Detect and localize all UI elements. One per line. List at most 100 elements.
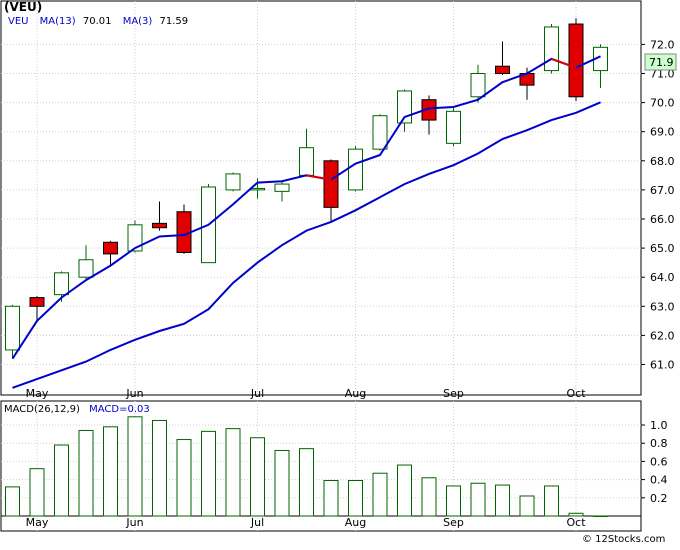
price-panel-frame [0, 0, 642, 396]
price-y-tick-label: 66.0 [650, 213, 675, 226]
candle-body [225, 173, 241, 191]
macd-bar [495, 484, 510, 517]
macd-bar [250, 437, 265, 517]
macd-y-tick-label: 0.8 [650, 437, 668, 450]
candle-body [348, 148, 363, 191]
macd-bar [5, 486, 20, 517]
macd-x-tick-label: Sep [443, 516, 464, 529]
price-y-tick-label: 61.0 [650, 359, 675, 372]
candle-body [470, 73, 486, 98]
macd-y-tick-label: 1.0 [650, 419, 668, 432]
legend-ma13-value: 70.01 [83, 16, 112, 27]
legend-symbol: VEU [8, 16, 28, 27]
last-price-badge-box [644, 53, 677, 71]
candle-body [299, 147, 314, 176]
price-x-tick-label: May [26, 387, 49, 400]
macd-x-tick-label: May [26, 516, 49, 529]
macd-bar [348, 480, 363, 517]
macd-bar [544, 485, 559, 517]
macd-label: MACD(26,12,9) [4, 404, 80, 415]
last-price-value: 71.9 [649, 56, 674, 69]
candle-body [152, 222, 167, 229]
macd-x-tick-label: Jun [125, 516, 143, 529]
price-x-axis: May Jun Jul Aug Sep Oct [26, 387, 587, 400]
macd-bar [103, 426, 118, 517]
price-y-tick-label: 69.0 [650, 126, 675, 139]
ma3-down-segment [306, 174, 332, 181]
candle-body [274, 183, 290, 192]
chart-title: (VEU) [4, 0, 42, 14]
price-y-tick-label: 62.0 [650, 329, 675, 342]
macd-bar [397, 464, 412, 517]
price-x-tick-label: Jun [125, 387, 143, 400]
candle-body [29, 297, 45, 307]
macd-bar [201, 430, 216, 517]
macd-bar [372, 472, 388, 517]
price-y-tick-label: 65.0 [650, 242, 675, 255]
price-y-axis: 61.0 62.0 63.0 64.0 65.0 66.0 67.0 68.0 69.0 70.0… [641, 38, 675, 372]
ma3-down-segment [551, 58, 577, 69]
price-y-tick-label: 71.0 [650, 68, 675, 81]
last-price-badge: 71.9 [644, 53, 677, 71]
moving-average-lines [11, 55, 601, 389]
macd-bar [152, 419, 167, 517]
ma13-line [12, 101, 601, 389]
price-legend: VEU MA(13) 70.01 MA(3) 71.59 [8, 16, 188, 27]
price-y-tick-label: 70.0 [650, 97, 675, 110]
candle-body [250, 187, 265, 191]
candle-body [54, 272, 69, 296]
macd-bar [274, 449, 290, 517]
macd-y-tick-label: 0.4 [650, 474, 668, 487]
macd-bar [29, 468, 45, 517]
macd-bar [470, 482, 486, 517]
price-x-tick-label: Oct [567, 387, 587, 400]
macd-bar [299, 448, 314, 517]
candle-body [372, 115, 388, 150]
macd-y-axis: 0.2 0.4 0.6 0.8 1.0 [641, 419, 668, 505]
macd-bar [225, 428, 241, 517]
macd-bar [568, 512, 584, 517]
price-x-tick-label: Sep [443, 387, 464, 400]
legend-ma3-label: MA(3) [123, 16, 153, 27]
candle-body [78, 259, 94, 278]
candle-body [495, 65, 510, 74]
price-y-tick-label: 72.0 [650, 38, 675, 51]
candle-body [446, 110, 461, 144]
candle-body [323, 160, 339, 208]
price-y-tick-label: 63.0 [650, 300, 675, 313]
candle-body [5, 305, 20, 351]
price-x-tick-label: Aug [345, 387, 366, 400]
macd-value: MACD=0.03 [89, 404, 150, 415]
legend-ma13-label: MA(13) [40, 16, 76, 27]
price-y-tick-label: 67.0 [650, 184, 675, 197]
macd-x-axis: May Jun Jul Aug Sep Oct [26, 516, 587, 529]
macd-bar [323, 480, 339, 517]
macd-x-tick-label: Aug [345, 516, 366, 529]
candlestick-series [5, 18, 608, 359]
macd-bar [519, 495, 535, 517]
macd-bar [593, 515, 608, 517]
price-x-tick-label: Jul [250, 387, 264, 400]
candle-body [544, 26, 559, 72]
macd-bar [127, 416, 143, 517]
macd-y-tick-label: 0.2 [650, 492, 668, 505]
macd-bar-series [5, 416, 608, 517]
macd-x-tick-label: Jul [250, 516, 264, 529]
macd-legend: MACD(26,12,9) MACD=0.03 [4, 404, 150, 415]
price-y-tick-label: 68.0 [650, 155, 675, 168]
ma3-line [11, 55, 601, 360]
macd-bar [446, 485, 461, 517]
candle-body [568, 23, 584, 98]
macd-bar [176, 439, 192, 517]
macd-bar [54, 444, 69, 517]
macd-x-tick-label: Oct [567, 516, 587, 529]
candle-body [103, 241, 118, 255]
legend-ma3-value: 71.59 [160, 16, 189, 27]
macd-bar [78, 429, 94, 517]
price-y-tick-label: 64.0 [650, 271, 675, 284]
macd-bar [421, 477, 437, 517]
macd-y-tick-label: 0.6 [650, 455, 668, 468]
candle-body [127, 224, 143, 252]
